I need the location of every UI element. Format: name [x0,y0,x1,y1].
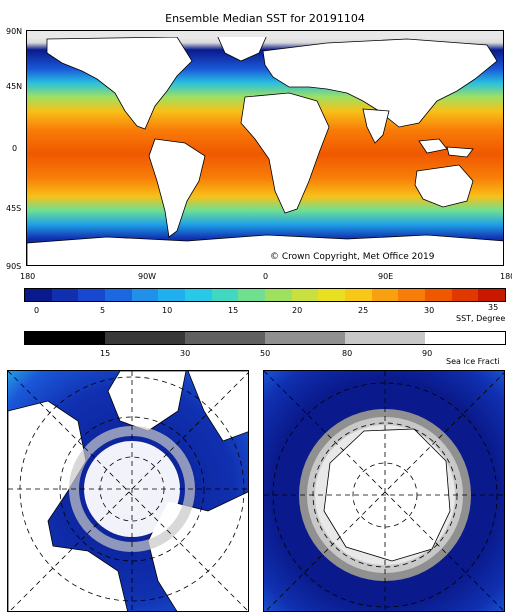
sst-tick-0: 0 [34,306,40,315]
ice-tick-90: 90 [422,349,433,358]
sst-color-swatch [211,289,239,301]
lon-label-180w: 180 [20,272,36,281]
lat-label-90n: 90N [6,27,23,36]
ice-color-swatch [185,332,265,344]
sst-color-swatch [265,289,292,301]
sst-unit-label: SST, Degree [456,314,506,323]
sst-tick-15: 15 [228,306,239,315]
sst-color-swatch [78,289,106,301]
sst-color-swatch [51,289,79,301]
sst-tick-20: 20 [292,306,303,315]
lon-label-90w: 90W [138,272,157,281]
sst-color-swatch [158,289,186,301]
sst-color-swatch [398,289,426,301]
ice-color-swatch [345,332,425,344]
ice-tick-50: 50 [260,349,271,358]
ice-tick-30: 30 [180,349,191,358]
sst-color-swatch [371,289,399,301]
lon-label-0: 0 [263,272,269,281]
sst-color-swatch [25,289,52,301]
sst-color-swatch [478,289,506,301]
copyright-text: © Crown Copyright, Met Office 2019 [270,252,435,262]
lat-label-45s: 45S [6,204,22,213]
sst-tick-30: 30 [424,306,435,315]
lat-label-0: 0 [12,144,18,153]
lat-label-90s: 90S [6,262,22,271]
ice-color-swatch [425,332,505,344]
sst-color-swatch [318,289,346,301]
antarctic-graticule [264,371,504,611]
sst-colorbar [24,288,506,302]
sst-color-swatch [185,289,212,301]
world-sst-map [26,30,504,266]
sst-color-swatch [451,289,479,301]
sst-color-swatch [105,289,132,301]
ice-color-swatch [105,332,185,344]
sst-tick-25: 25 [358,306,369,315]
sst-color-swatch [131,289,159,301]
lon-label-90e: 90E [378,272,394,281]
arctic-polar-map [7,370,249,612]
lat-label-45n: 45N [6,82,23,91]
ice-color-swatch [25,332,105,344]
arctic-ice [27,31,503,37]
chart-title: Ensemble Median SST for 20191104 [165,12,365,25]
ice-tick-15: 15 [100,349,111,358]
arctic-land [8,371,248,611]
antarctic-polar-map [263,370,505,612]
sst-tick-5: 5 [100,306,106,315]
sst-color-swatch [425,289,452,301]
land-masses [27,34,503,265]
sst-color-swatch [291,289,319,301]
ice-tick-80: 80 [342,349,353,358]
sst-tick-10: 10 [162,306,173,315]
sst-tick-35: 35 [488,303,499,312]
sea-ice-colorbar [24,331,506,345]
sst-color-swatch [238,289,266,301]
ice-unit-label: Sea Ice Fracti [446,357,500,366]
sst-color-swatch [345,289,372,301]
ice-color-swatch [265,332,345,344]
lon-label-180e: 180 [500,272,512,281]
arctic-graticule [8,371,248,611]
